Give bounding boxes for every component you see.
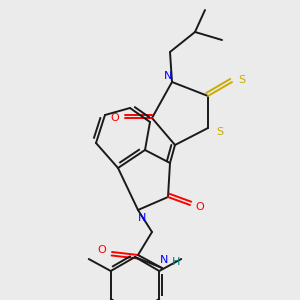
Text: N: N [164,71,172,81]
Text: S: S [216,127,224,137]
Text: N: N [138,213,146,223]
Text: S: S [238,75,246,85]
Text: O: O [196,202,204,212]
Text: N: N [160,255,168,265]
Text: O: O [98,245,106,255]
Text: H: H [172,257,180,267]
Text: O: O [111,113,119,123]
